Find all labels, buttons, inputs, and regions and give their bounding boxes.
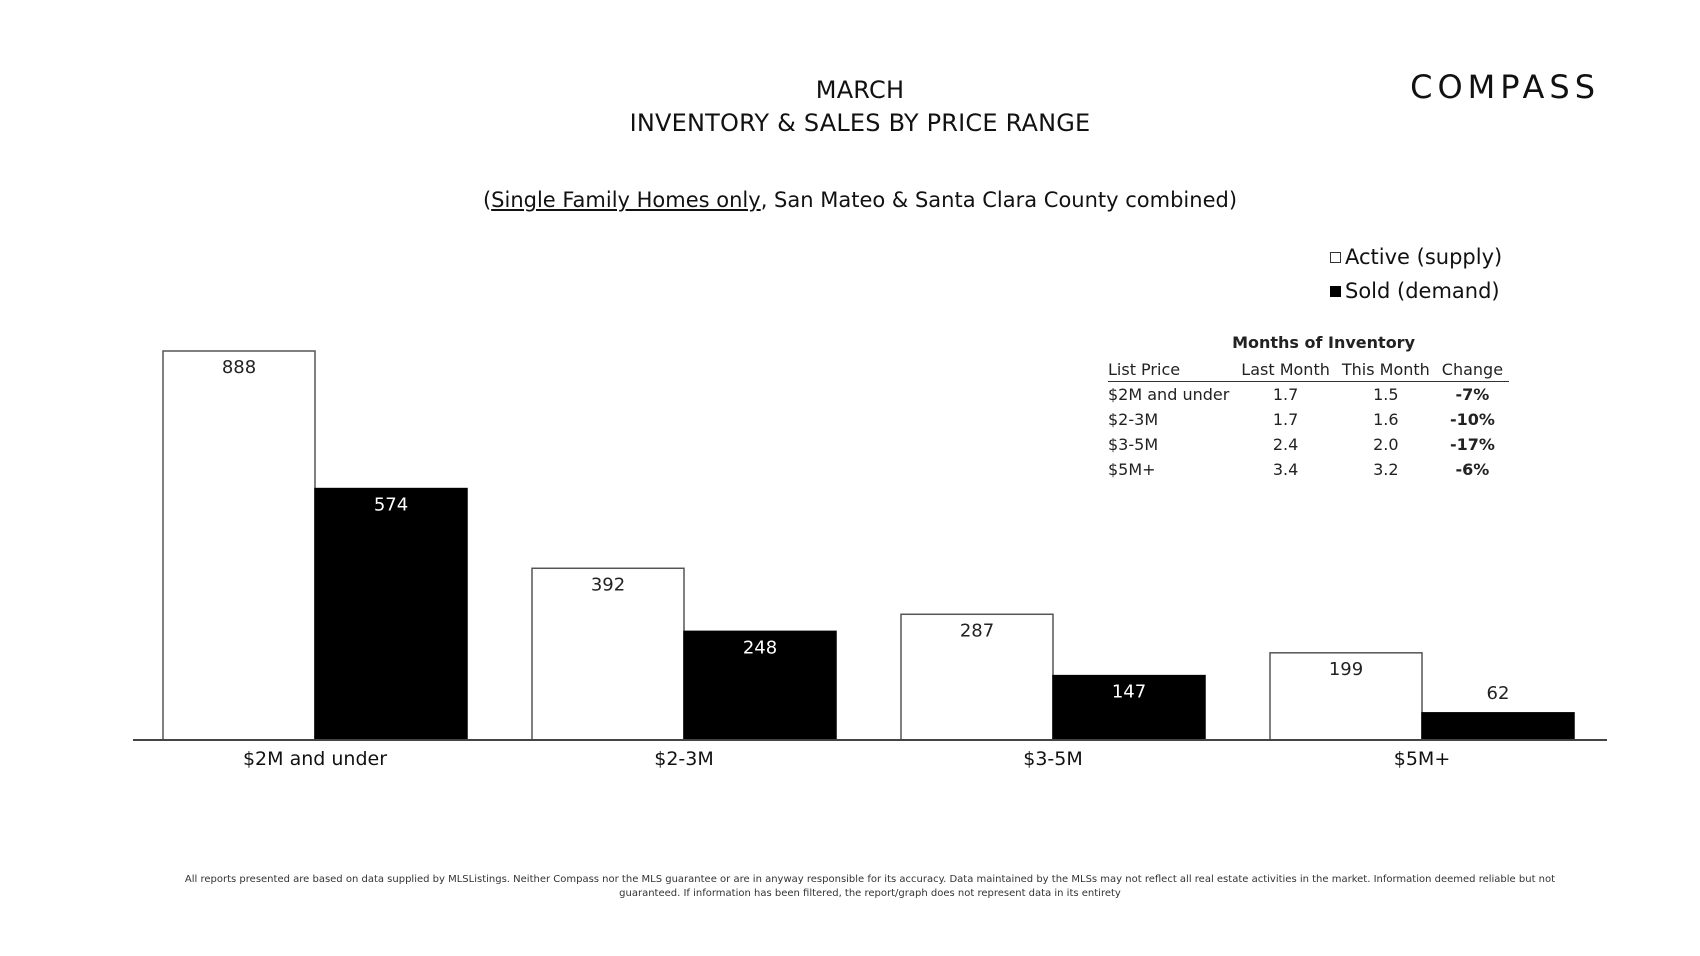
data-label: 574: [374, 495, 408, 516]
moi-cell-this: 1.6: [1373, 410, 1399, 429]
x-tick-label: $5M+: [1394, 748, 1451, 770]
moi-cell-price: $5M+: [1108, 460, 1156, 479]
x-tick-label: $2-3M: [654, 748, 714, 770]
data-label: 248: [743, 637, 777, 658]
legend-item-sold: Sold (demand): [1330, 274, 1502, 308]
moi-header-change: Change: [1435, 357, 1510, 382]
title-main: INVENTORY & SALES BY PRICE RANGE: [629, 109, 1091, 137]
moi-grid: List Price Last Month This Month Change …: [1108, 357, 1510, 482]
disclaimer-line1: All reports presented are based on data …: [184, 874, 1556, 885]
legend-swatch-active: [1330, 251, 1341, 263]
data-label: 147: [1112, 682, 1146, 703]
moi-row: $2-3M 1.7 1.6 -10%: [1108, 407, 1509, 432]
moi-header-last-month: Last Month: [1235, 357, 1336, 382]
moi-cell-change: -17%: [1449, 435, 1495, 454]
bar-chart: 888 574 $2M and under 392 248 $2-3M 287 147 $3-5…: [133, 350, 1607, 770]
subtitle-rest: , San Mateo & Santa Clara County combine…: [760, 188, 1238, 212]
moi-cell-this: 2.0: [1373, 435, 1399, 454]
moi-cell-change: -7%: [1455, 385, 1490, 404]
bar-sold: [1052, 674, 1206, 741]
bar-sold: [1421, 712, 1575, 741]
moi-header-this-month: This Month: [1335, 357, 1436, 382]
moi-cell-last: 1.7: [1272, 385, 1299, 404]
moi-row: $5M+ 3.4 3.2 -6%: [1108, 457, 1509, 482]
moi-cell-price: $2M and under: [1108, 385, 1230, 404]
moi-title: Months of Inventory: [1232, 333, 1415, 352]
data-label: 287: [960, 620, 994, 641]
moi-header-row: List Price Last Month This Month Change: [1108, 357, 1510, 382]
bar-active: [900, 613, 1054, 741]
chart-title: MARCH INVENTORY & SALES BY PRICE RANGE: [560, 74, 1160, 140]
moi-cell-this: 3.2: [1373, 460, 1399, 479]
chart-subtitle: (Single Family Homes only, San Mateo & S…: [360, 188, 1360, 212]
bar-active: [162, 350, 316, 741]
legend-swatch-sold: [1330, 285, 1341, 297]
moi-cell-last: 3.4: [1272, 460, 1299, 479]
subtitle-underlined: Single Family Homes only: [491, 188, 761, 212]
subtitle-open-paren: (: [482, 188, 492, 212]
x-tick-label: $3-5M: [1023, 748, 1083, 770]
disclaimer-line2: guaranteed. If information has been filt…: [619, 888, 1121, 899]
chart-legend: Active (supply) Sold (demand): [1330, 240, 1502, 308]
moi-cell-last: 2.4: [1272, 435, 1299, 454]
months-of-inventory-table: Months of Inventory List Price Last Mont…: [1108, 333, 1510, 482]
legend-label-sold: Sold (demand): [1345, 279, 1500, 303]
moi-header-list-price: List Price: [1108, 357, 1236, 382]
moi-cell-last: 1.7: [1272, 410, 1299, 429]
bar-sold: [314, 487, 468, 741]
data-label: 888: [222, 357, 256, 378]
disclaimer: All reports presented are based on data …: [150, 873, 1590, 901]
data-label: 199: [1329, 659, 1363, 680]
moi-cell-change: -6%: [1455, 460, 1490, 479]
legend-item-active: Active (supply): [1330, 240, 1502, 274]
compass-logo: COMPASS: [1410, 68, 1600, 106]
title-month: MARCH: [815, 76, 905, 104]
moi-cell-price: $3-5M: [1108, 435, 1159, 454]
moi-cell-this: 1.5: [1373, 385, 1399, 404]
legend-label-active: Active (supply): [1345, 245, 1503, 269]
moi-row: $3-5M 2.4 2.0 -17%: [1108, 432, 1509, 457]
x-tick-label: $2M and under: [243, 748, 387, 770]
data-label: 62: [1487, 683, 1510, 704]
moi-cell-change: -10%: [1449, 410, 1495, 429]
moi-cell-price: $2-3M: [1108, 410, 1159, 429]
data-label: 392: [591, 574, 625, 595]
bar-sold: [683, 630, 837, 741]
bar-active: [1269, 652, 1423, 741]
moi-row: $2M and under 1.7 1.5 -7%: [1108, 382, 1509, 408]
